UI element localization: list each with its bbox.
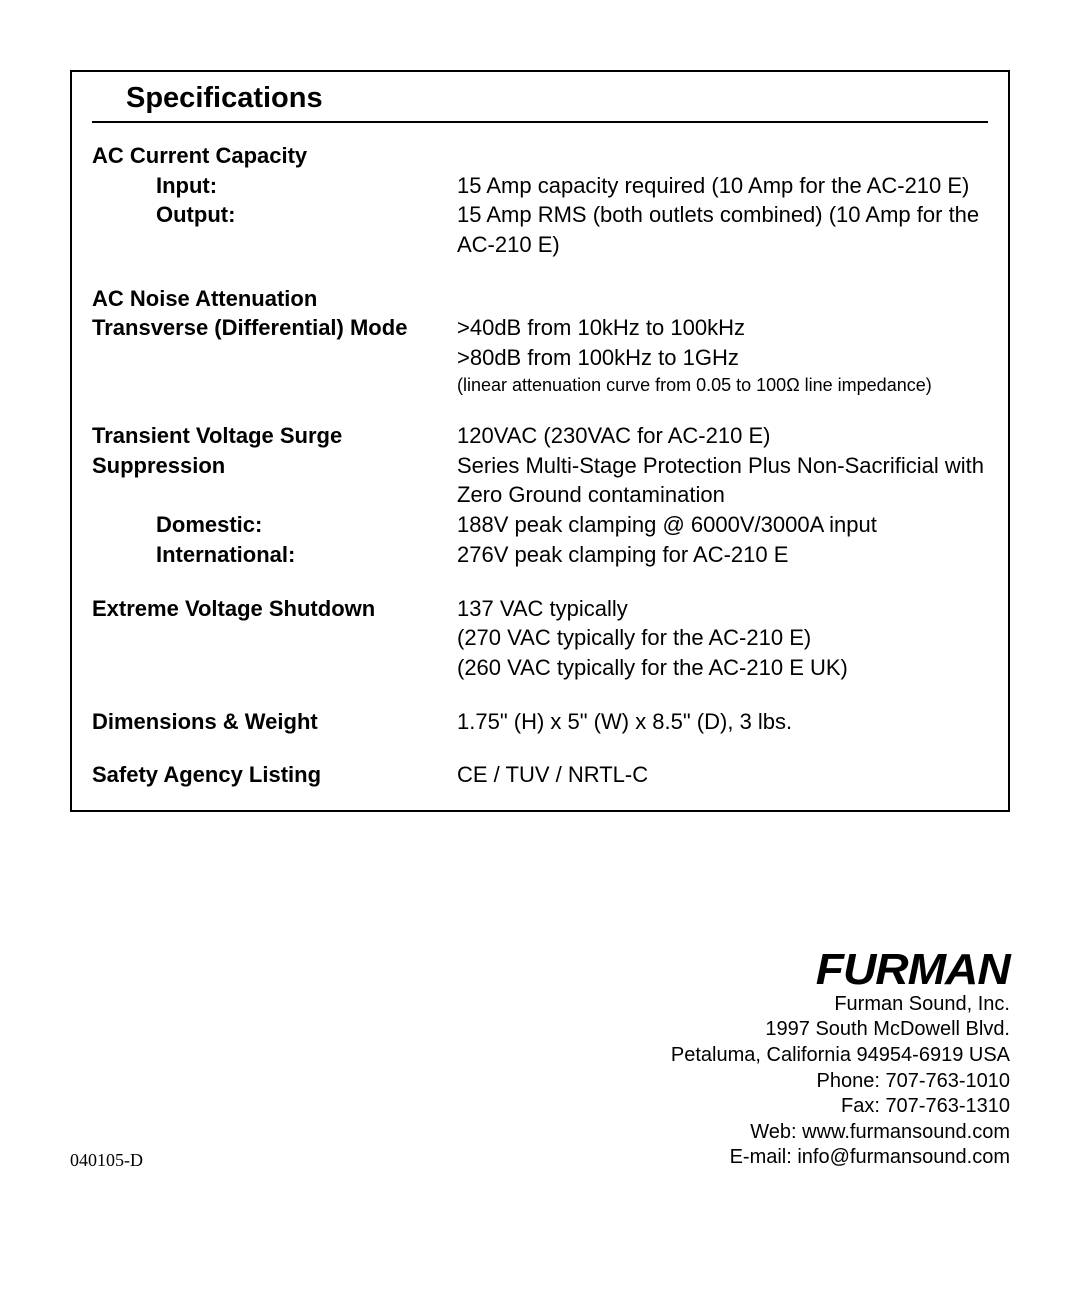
company-address-2: Petaluma, California 94954-6919 USA — [671, 1043, 1010, 1069]
spec-value: 137 VAC typically — [457, 594, 988, 624]
footer: 040105-D FURMAN Furman Sound, Inc. 1997 … — [70, 950, 1010, 1171]
spec-value: 15 Amp capacity required (10 Amp for the… — [457, 171, 988, 201]
spec-row: Transverse (Differential) Mode >40dB fro… — [92, 313, 988, 343]
spec-value: Series Multi-Stage Protection Plus Non-S… — [457, 451, 988, 510]
document-id: 040105-D — [70, 1150, 143, 1171]
spec-sublabel: Input: — [92, 171, 457, 201]
spec-value: >80dB from 100kHz to 1GHz — [457, 343, 988, 373]
spec-row: Dimensions & Weight 1.75" (H) x 5" (W) x… — [92, 707, 988, 737]
spec-value: 1.75" (H) x 5" (W) x 8.5" (D), 3 lbs. — [457, 707, 988, 737]
spec-value: >40dB from 10kHz to 100kHz — [457, 313, 988, 343]
specifications-panel: Specifications AC Current Capacity Input… — [70, 70, 1010, 812]
spec-row: (linear attenuation curve from 0.05 to 1… — [92, 373, 988, 397]
spec-row: AC Current Capacity — [92, 141, 988, 171]
spec-heading: Transient Voltage Surge — [92, 421, 457, 451]
spec-heading: Suppression — [92, 451, 457, 481]
spec-header: Specifications — [92, 82, 988, 123]
spec-value: (260 VAC typically for the AC-210 E UK) — [457, 653, 988, 683]
spec-heading: Extreme Voltage Shutdown — [92, 594, 457, 624]
page-title: Specifications — [92, 82, 988, 115]
spec-row: Suppression Series Multi-Stage Protectio… — [92, 451, 988, 510]
spec-row: Safety Agency Listing CE / TUV / NRTL-C — [92, 760, 988, 790]
spec-row: Input: 15 Amp capacity required (10 Amp … — [92, 171, 988, 201]
spec-value: (270 VAC typically for the AC-210 E) — [457, 623, 988, 653]
spec-sublabel: Output: — [92, 200, 457, 230]
company-phone: Phone: 707-763-1010 — [671, 1069, 1010, 1095]
company-fax: Fax: 707-763-1310 — [671, 1094, 1010, 1120]
spec-row: (270 VAC typically for the AC-210 E) — [92, 623, 988, 653]
spec-heading: AC Current Capacity — [92, 141, 457, 171]
spec-row: Output: 15 Amp RMS (both outlets combine… — [92, 200, 988, 259]
spec-row: (260 VAC typically for the AC-210 E UK) — [92, 653, 988, 683]
spec-sublabel: Transverse (Differential) Mode — [92, 313, 457, 343]
spec-row: Transient Voltage Surge 120VAC (230VAC f… — [92, 421, 988, 451]
spec-row: >80dB from 100kHz to 1GHz — [92, 343, 988, 373]
spec-sublabel: Domestic: — [92, 510, 457, 540]
spec-heading: Safety Agency Listing — [92, 760, 457, 790]
company-web: Web: www.furmansound.com — [671, 1120, 1010, 1146]
spec-row: Extreme Voltage Shutdown 137 VAC typical… — [92, 594, 988, 624]
spec-heading: AC Noise Attenuation — [92, 284, 457, 314]
spec-value: 15 Amp RMS (both outlets combined) (10 A… — [457, 200, 988, 259]
company-name: Furman Sound, Inc. — [671, 992, 1010, 1018]
spec-note: (linear attenuation curve from 0.05 to 1… — [457, 373, 988, 397]
spec-value: 276V peak clamping for AC-210 E — [457, 540, 988, 570]
furman-logo: FURMAN — [816, 950, 1010, 990]
company-info: FURMAN Furman Sound, Inc. 1997 South McD… — [671, 950, 1010, 1171]
spec-row: AC Noise Attenuation — [92, 284, 988, 314]
spec-row: Domestic: 188V peak clamping @ 6000V/300… — [92, 510, 988, 540]
spec-sublabel: International: — [92, 540, 457, 570]
company-address-1: 1997 South McDowell Blvd. — [671, 1017, 1010, 1043]
spec-value: 120VAC (230VAC for AC-210 E) — [457, 421, 988, 451]
spec-value: CE / TUV / NRTL-C — [457, 760, 988, 790]
spec-heading: Dimensions & Weight — [92, 707, 457, 737]
company-email: E-mail: info@furmansound.com — [671, 1145, 1010, 1171]
spec-value: 188V peak clamping @ 6000V/3000A input — [457, 510, 988, 540]
spec-row: International: 276V peak clamping for AC… — [92, 540, 988, 570]
